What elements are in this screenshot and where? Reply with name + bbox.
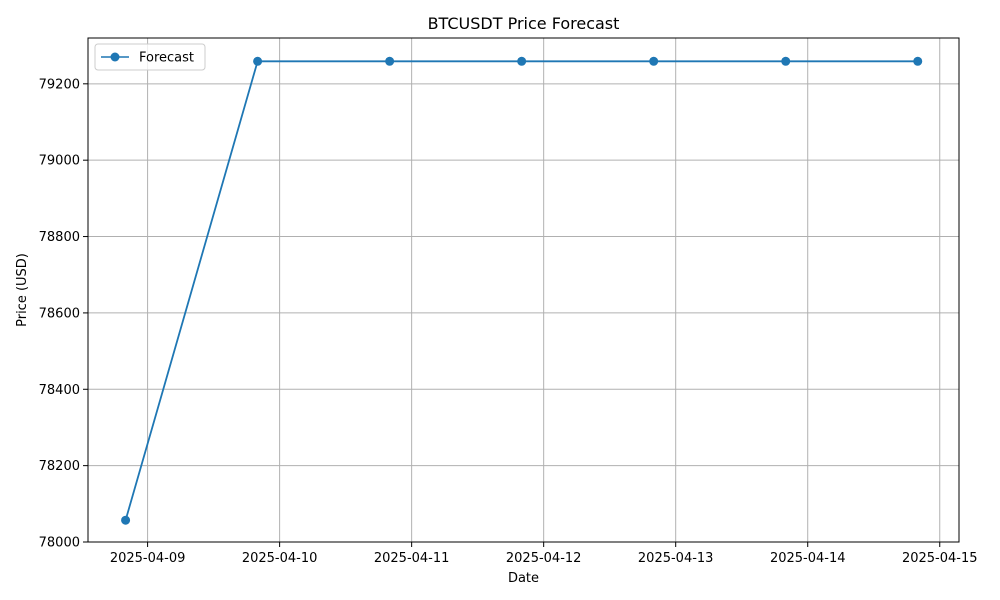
y-tick-label: 78800 <box>39 230 80 245</box>
x-tick-label: 2025-04-13 <box>638 551 714 566</box>
axis-ticks: 2025-04-09 2025-04-10 2025-04-11 2025-04-12… <box>39 77 978 566</box>
x-axis-title: Date <box>508 571 539 586</box>
y-axis-title: Price (USD) <box>15 253 30 327</box>
data-point <box>121 515 131 525</box>
series-layer <box>121 56 923 525</box>
y-tick-label: 79200 <box>39 77 80 92</box>
data-point <box>649 56 659 66</box>
x-tick-label: 2025-04-12 <box>506 551 582 566</box>
x-tick-label: 2025-04-10 <box>242 551 318 566</box>
data-point <box>253 56 263 66</box>
y-tick-label: 78400 <box>39 383 80 398</box>
y-tick-label: 78600 <box>39 306 80 321</box>
legend-box <box>94 43 206 71</box>
data-point <box>913 56 923 66</box>
y-tick-label: 78200 <box>39 459 80 474</box>
data-point <box>385 56 395 66</box>
chart-title: BTCUSDT Price Forecast <box>428 14 620 33</box>
legend-label-forecast: Forecast <box>139 51 194 66</box>
y-tick-label: 79000 <box>39 154 80 169</box>
x-tick-label: 2025-04-15 <box>902 551 978 566</box>
y-tick-label: 78000 <box>39 536 80 551</box>
grid-lines <box>88 38 959 543</box>
data-point <box>781 56 791 66</box>
legend-marker <box>110 52 120 62</box>
x-tick-label: 2025-04-11 <box>374 551 450 566</box>
x-tick-label: 2025-04-09 <box>110 551 186 566</box>
x-tick-label: 2025-04-14 <box>770 551 846 566</box>
legend: Forecast <box>94 43 206 71</box>
plot-frame <box>87 37 960 543</box>
data-point <box>517 56 527 66</box>
